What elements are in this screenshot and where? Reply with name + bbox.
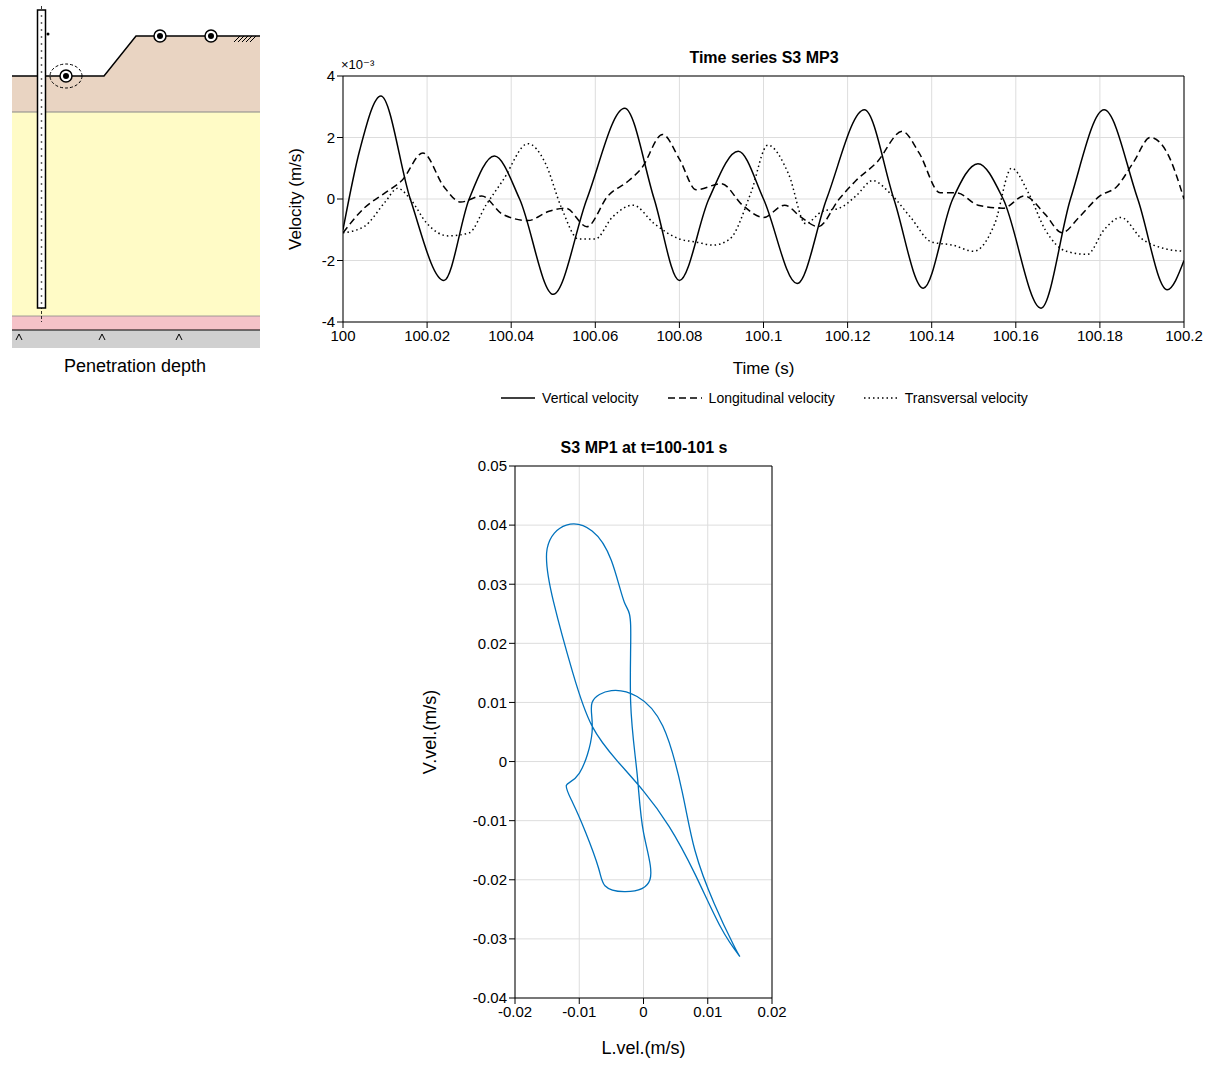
svg-text:100.2: 100.2 (1165, 327, 1203, 344)
html-text:Longitudinal velocity: Longitudinal velocity (708, 390, 835, 406)
html-text:Vertical velocity: Vertical velocity (542, 390, 639, 406)
svg-text:-0.04: -0.04 (473, 989, 507, 1006)
svg-text:Time (s): Time (s) (733, 359, 795, 378)
svg-text:100.02: 100.02 (404, 327, 450, 344)
svg-text:100.08: 100.08 (656, 327, 702, 344)
svg-text:Velocity (m/s): Velocity (m/s) (286, 148, 305, 250)
svg-text:0.04: 0.04 (478, 516, 507, 533)
svg-text:-0.03: -0.03 (473, 930, 507, 947)
svg-text:-0.01: -0.01 (473, 812, 507, 829)
svg-text:0.05: 0.05 (478, 457, 507, 474)
svg-text:100.14: 100.14 (909, 327, 955, 344)
svg-text:0.01: 0.01 (478, 694, 507, 711)
svg-text:0.02: 0.02 (478, 635, 507, 652)
svg-text:0.03: 0.03 (478, 576, 507, 593)
svg-text:-0.02: -0.02 (473, 871, 507, 888)
svg-text:V.vel.(m/s): V.vel.(m/s) (420, 690, 440, 774)
svg-text:100.12: 100.12 (825, 327, 871, 344)
svg-text:0.02: 0.02 (757, 1003, 786, 1020)
html-text:S3 MP1 at t=100-101 s: S3 MP1 at t=100-101 s (560, 439, 728, 456)
svg-text:L.vel.(m/s): L.vel.(m/s) (601, 1038, 685, 1058)
svg-text:4: 4 (327, 67, 335, 84)
svg-text:0: 0 (499, 753, 507, 770)
html-text:Penetration depth: Penetration depth (63, 356, 207, 376)
svg-text:2: 2 (327, 129, 335, 146)
svg-text:-0.01: -0.01 (562, 1003, 596, 1020)
html-text:Transversal velocity: Transversal velocity (904, 390, 1028, 406)
svg-text:-4: -4 (322, 313, 335, 330)
svg-text:100: 100 (330, 326, 356, 344)
svg-text:100.06: 100.06 (572, 327, 618, 344)
svg-text:100.04: 100.04 (488, 327, 534, 344)
svg-text:-0.02: -0.02 (497, 1002, 533, 1020)
svg-text:0.01: 0.01 (693, 1003, 722, 1020)
svg-text:100.1: 100.1 (745, 327, 783, 344)
svg-text:0: 0 (327, 190, 335, 207)
svg-text:0: 0 (639, 1003, 647, 1020)
svg-text:100.18: 100.18 (1077, 327, 1123, 344)
html-text:×10⁻³: ×10⁻³ (341, 57, 375, 72)
svg-text:100.16: 100.16 (993, 327, 1039, 344)
html-text:Time series S3 MP3: Time series S3 MP3 (689, 49, 839, 66)
svg-text:-2: -2 (322, 252, 335, 269)
